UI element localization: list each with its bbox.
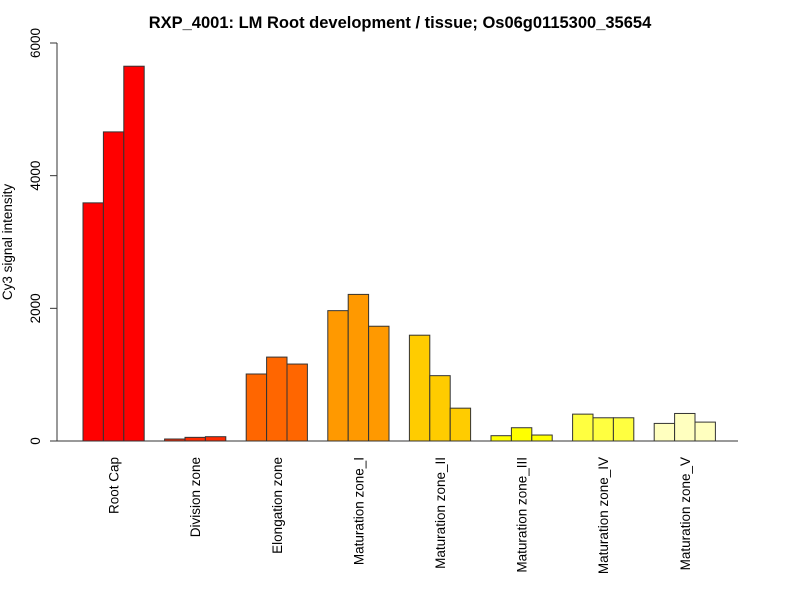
y-tick-label: 0 — [28, 437, 43, 445]
bar — [490, 435, 512, 442]
bar — [429, 375, 451, 442]
bar — [368, 325, 390, 442]
bar — [123, 65, 145, 442]
y-axis: 0 2000 4000 6000 — [28, 28, 58, 445]
bar — [449, 407, 472, 442]
x-tick-label: Maturation zone_I — [351, 457, 366, 565]
x-tick-label: Elongation zone — [270, 457, 285, 554]
bar — [82, 202, 104, 442]
bar — [694, 421, 716, 442]
bar — [510, 427, 533, 442]
x-tick-label: Maturation zone_III — [515, 457, 530, 573]
x-tick-labels: Root Cap Division zone Elongation zone Matu… — [107, 457, 693, 574]
y-tick-label: 4000 — [28, 161, 43, 191]
bar — [572, 413, 594, 442]
bar — [266, 356, 288, 442]
bar — [674, 412, 696, 442]
bar — [327, 310, 349, 442]
x-tick-label: Maturation zone_IV — [596, 457, 611, 574]
y-axis-label: Cy3 signal intensity — [0, 184, 15, 301]
y-tick-label: 6000 — [28, 28, 43, 58]
x-tick-label: Root Cap — [107, 457, 122, 514]
bar — [408, 334, 431, 442]
chart-title: RXP_4001: LM Root development / tissue; … — [149, 14, 652, 32]
bar — [245, 373, 268, 442]
bar — [592, 417, 614, 442]
bar — [653, 422, 676, 442]
x-tick-label: Maturation zone_V — [678, 457, 693, 570]
bar — [204, 436, 227, 442]
bar — [184, 436, 206, 442]
bars-group — [82, 65, 716, 442]
x-tick-label: Maturation zone_II — [433, 457, 448, 569]
bar — [286, 363, 308, 442]
x-tick-label: Division zone — [188, 457, 203, 537]
y-tick-label: 2000 — [28, 293, 43, 323]
bar — [531, 434, 553, 442]
bar — [612, 417, 635, 442]
bar — [347, 293, 370, 442]
bar — [102, 131, 125, 442]
